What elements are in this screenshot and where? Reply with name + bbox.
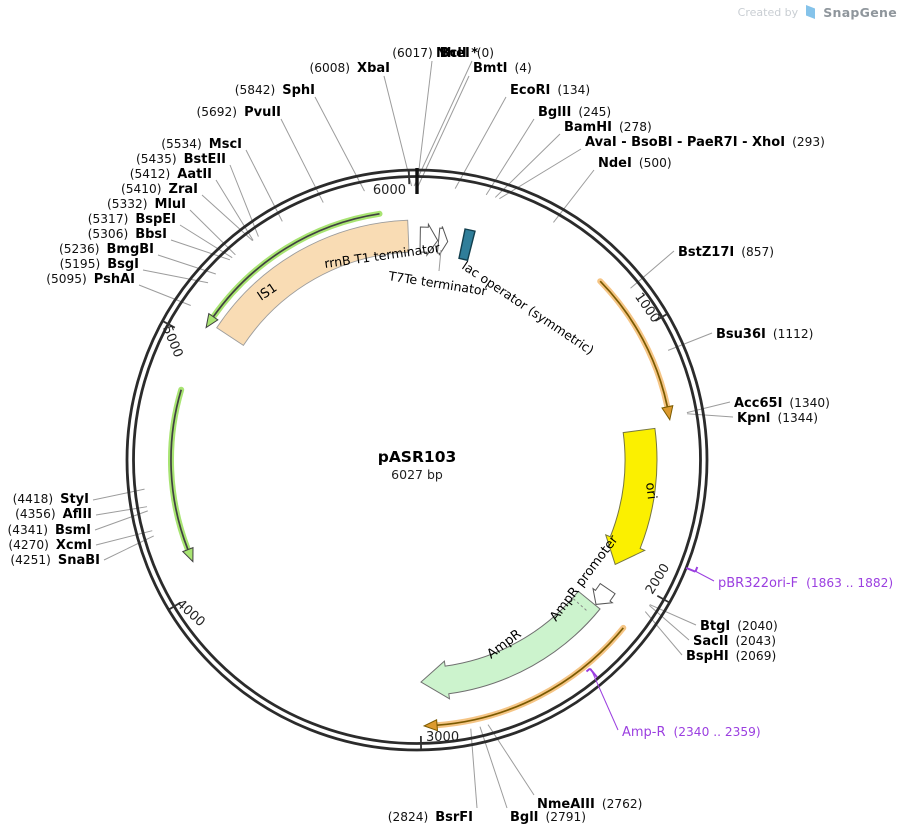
enzyme-label[interactable]: (5317) BspEI (88, 212, 176, 227)
feature-ampr[interactable] (420, 590, 601, 700)
enzyme-leader-line (413, 60, 473, 187)
enzyme-leader-line (470, 728, 478, 809)
feature-green-arc-1-arrowhead (205, 312, 219, 329)
enzyme-leader-line (487, 724, 535, 796)
enzyme-label[interactable]: (6008) XbaI (310, 61, 390, 76)
enzyme-label[interactable]: NdeI (500) (598, 156, 672, 171)
enzyme-label[interactable]: BamHI (278) (564, 120, 652, 135)
enzyme-label[interactable]: (4418) StyI (13, 492, 89, 507)
tick-mark (169, 601, 182, 610)
enzyme-label[interactable]: Bsu36I (1112) (716, 327, 813, 342)
enzyme-leader-line (229, 164, 259, 237)
feature-t7te-terminator[interactable] (436, 226, 449, 256)
feature-ampr-promoter[interactable] (592, 582, 616, 605)
primer-marker-foot (585, 667, 591, 673)
snapgene-logo-icon (806, 5, 816, 19)
enzyme-label[interactable]: (4341) BsmI (7, 523, 91, 538)
enzyme-leader-line (667, 332, 713, 351)
tick-mark (162, 320, 176, 329)
enzyme-leader-line (686, 401, 731, 414)
enzyme-leader-line (215, 179, 254, 241)
enzyme-label[interactable]: KpnI (1344) (737, 411, 818, 426)
watermark-created-by: Created by (737, 5, 799, 19)
watermark-brand: SnapGene (823, 4, 897, 20)
tick-label: 5000 (159, 324, 185, 360)
enzyme-label[interactable]: (5236) BmgBI (59, 242, 154, 257)
feature-orange-arc-1-arrowhead (661, 405, 674, 421)
enzyme-label[interactable]: (4356) AflII (15, 507, 92, 522)
enzyme-label[interactable]: BglII (245) (538, 105, 611, 120)
enzyme-leader-line (416, 60, 433, 187)
enzyme-label[interactable]: EcoRI (134) (510, 83, 590, 98)
enzyme-label[interactable]: NmeAIII (2762) (537, 797, 642, 812)
tick-mark (656, 594, 670, 603)
enzyme-leader-line (280, 118, 324, 203)
primer-label[interactable]: pBR322ori-F (1863 .. 1882) (718, 576, 893, 591)
enzyme-label[interactable]: AvaI - BsoBI - PaeR7I - XhoI (293) (585, 135, 825, 150)
enzyme-leader-line (245, 149, 283, 222)
feature-boundary-dash (572, 598, 588, 612)
tick-label: 6000 (373, 183, 406, 198)
enzyme-label[interactable]: (5332) MluI (107, 197, 186, 212)
feature-orange-arc-2[interactable] (437, 627, 624, 727)
feature-label-ori[interactable]: ori (642, 482, 659, 501)
feature-lac-operator[interactable] (458, 228, 476, 262)
enzyme-label[interactable]: (6017) BclI * (392, 46, 478, 61)
enzyme-label[interactable]: SacII (2043) (693, 634, 776, 649)
plasmid-title: pASR103 (378, 448, 457, 466)
feature-ori[interactable] (604, 427, 658, 566)
enzyme-leader-line (553, 169, 595, 223)
enzyme-label[interactable]: BmtI (4) (473, 61, 532, 76)
feature-green-arc-2-arrowhead (181, 546, 194, 563)
feature-green-arc-2[interactable] (170, 389, 189, 550)
enzyme-label[interactable]: (5306) BbsI (88, 227, 167, 242)
enzyme-label[interactable]: BstZ17I (857) (678, 245, 774, 260)
plasmid-size: 6027 bp (391, 467, 443, 482)
enzyme-label[interactable]: NheI (0) (436, 46, 494, 61)
enzyme-leader-line (499, 148, 582, 200)
enzyme-label[interactable]: BspHI (2069) (686, 649, 776, 664)
enzyme-label[interactable]: (5842) SphI (235, 83, 315, 98)
feature-leader-line (438, 249, 442, 272)
primer-label[interactable]: Amp-R (2340 .. 2359) (622, 725, 761, 740)
primer-marker (685, 566, 696, 573)
enzyme-label[interactable]: (5095) PshAI (46, 272, 135, 287)
enzyme-label[interactable]: (4270) XcmI (8, 538, 92, 553)
enzyme-label[interactable]: Acc65I (1340) (734, 396, 830, 411)
enzyme-label[interactable]: (5195) BsgI (60, 257, 139, 272)
primer-leader-line (590, 668, 619, 731)
enzyme-label[interactable]: BglI (2791) (510, 810, 586, 825)
enzyme-leader-line (494, 133, 561, 198)
enzyme-label[interactable]: BtgI (2040) (700, 619, 778, 634)
watermark: Created by SnapGene (738, 4, 897, 20)
feature-is1[interactable] (216, 219, 410, 347)
enzyme-label[interactable]: (5534) MscI (161, 137, 242, 152)
enzyme-label[interactable]: (5692) PvuII (197, 105, 281, 120)
enzyme-leader-line (417, 75, 470, 187)
enzyme-label[interactable]: (4251) SnaBI (10, 553, 100, 568)
enzyme-leader-line (687, 413, 734, 418)
enzyme-label[interactable]: (5412) AatII (130, 167, 212, 182)
primer-leader-line (694, 570, 715, 582)
enzyme-leader-line (479, 726, 508, 809)
enzyme-label[interactable]: (5435) BstEII (136, 152, 226, 167)
enzyme-label[interactable]: (2824) BsrFI (388, 810, 473, 825)
feature-rrnb-t1-terminator[interactable] (419, 222, 439, 257)
enzyme-leader-line (383, 75, 413, 187)
enzyme-leader-line (485, 118, 535, 196)
feature-green-arc-1[interactable] (212, 212, 380, 318)
tick-mark (654, 313, 668, 322)
enzyme-leader-line (201, 194, 253, 242)
feature-label-lac-operator[interactable]: lac operator (symmetric) (459, 258, 597, 358)
feature-orange-arc-1[interactable] (599, 280, 669, 408)
feature-orange-arc-2-arrowhead (422, 719, 439, 732)
enzyme-label[interactable]: (5410) ZraI (121, 182, 198, 197)
tick-label: 3000 (426, 730, 459, 745)
